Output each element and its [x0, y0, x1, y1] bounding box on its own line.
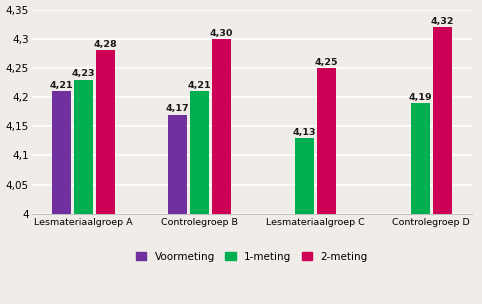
Text: 4,23: 4,23 — [72, 69, 95, 78]
Bar — [189, 91, 209, 214]
Bar — [212, 39, 231, 214]
Text: 4,13: 4,13 — [293, 128, 316, 137]
Text: 4,19: 4,19 — [409, 93, 432, 102]
Text: 4,30: 4,30 — [210, 29, 233, 38]
Text: 4,21: 4,21 — [50, 81, 73, 90]
Legend: Voormeting, 1-meting, 2-meting: Voormeting, 1-meting, 2-meting — [132, 247, 372, 266]
Bar — [52, 91, 71, 214]
Text: 4,28: 4,28 — [94, 40, 117, 49]
Bar — [295, 138, 314, 214]
Bar — [168, 115, 187, 214]
Text: 4,21: 4,21 — [187, 81, 211, 90]
Bar — [317, 68, 336, 214]
Bar — [74, 80, 93, 214]
Text: 4,25: 4,25 — [315, 58, 338, 67]
Bar — [411, 103, 430, 214]
Bar — [433, 27, 452, 214]
Text: 4,17: 4,17 — [165, 104, 189, 113]
Bar — [96, 50, 115, 214]
Text: 4,32: 4,32 — [430, 17, 454, 26]
